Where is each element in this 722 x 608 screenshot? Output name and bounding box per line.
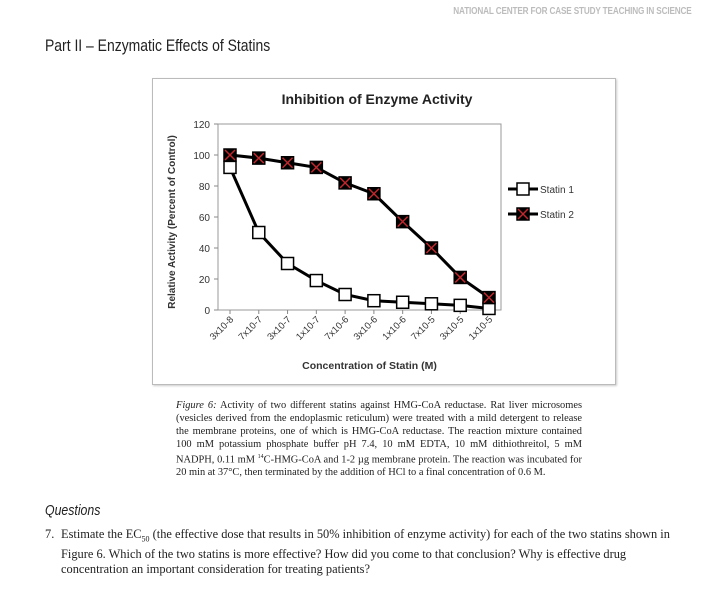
- y-tick-label: 20: [199, 275, 211, 286]
- question-text-2: (the effective dose that results in 50% …: [61, 527, 670, 577]
- x-tick-label: 7x10-7: [237, 314, 265, 342]
- data-point-series-2-x: [339, 177, 351, 189]
- legend-marker-2-x: [517, 208, 529, 220]
- caption-text: Activity of two different statins agains…: [176, 400, 582, 466]
- y-tick-label: 0: [204, 306, 210, 317]
- questions-heading: Questions: [45, 502, 101, 519]
- data-point-series-1: [252, 225, 266, 240]
- x-axis-title: Concentration of Statin (M): [302, 360, 437, 372]
- section-title: Part II – Enzymatic Effects of Statins: [45, 36, 271, 55]
- data-point-series-2-x: [253, 152, 265, 164]
- y-tick-label: 80: [199, 182, 211, 193]
- chart: Inhibition of Enzyme Activity 0 20 40 60 80 10…: [152, 78, 616, 385]
- x-tick-label: 3x10-8: [208, 314, 236, 342]
- data-point-series-2-x: [368, 188, 380, 200]
- legend-marker-1: [516, 182, 530, 196]
- publisher-banner: NATIONAL CENTER FOR CASE STUDY TEACHING …: [453, 6, 692, 17]
- y-tick-label: 60: [199, 213, 211, 224]
- x-tick-label: 3x10-6: [352, 314, 380, 342]
- data-point-series-2-x: [310, 161, 322, 173]
- data-point-series-2-x: [282, 157, 294, 169]
- data-point-series-1: [309, 273, 324, 288]
- data-point-series-1: [280, 256, 295, 271]
- chart-title: Inhibition of Enzyme Activity: [282, 91, 473, 107]
- x-tick-label: 1x10-5: [467, 314, 495, 342]
- line-chart: Inhibition of Enzyme Activity 0 20 40 60 80 10…: [167, 91, 574, 372]
- data-point-series-2-x: [454, 271, 466, 283]
- series-line-1: [228, 166, 490, 310]
- question-7: 7. Estimate the EC50 (the effective dose …: [45, 527, 685, 578]
- data-point-series-2-x: [397, 216, 409, 228]
- x-tick-label: 7x10-5: [409, 314, 437, 342]
- x-tick-label: 7x10-6: [323, 314, 351, 342]
- legend-label-1: Statin 1: [540, 185, 574, 196]
- y-tick-label: 100: [193, 151, 210, 162]
- y-axis-title: Relative Activity (Percent of Control): [167, 135, 178, 309]
- data-point-series-2-x: [483, 292, 495, 304]
- data-point-series-2-x: [224, 149, 236, 161]
- question-sub: 50: [141, 534, 150, 544]
- x-tick-label: 1x10-6: [380, 314, 408, 342]
- data-point-series-1: [424, 297, 439, 311]
- data-point-series-1: [367, 293, 381, 308]
- question-number: 7.: [45, 527, 55, 541]
- figure-caption: Figure 6: Activity of two different stat…: [176, 399, 582, 479]
- x-tick-label: 3x10-5: [438, 314, 466, 342]
- caption-text-2: C-HMG-CoA and 1-2 µg membrane protein. T…: [176, 454, 582, 479]
- caption-sup: 14: [257, 454, 264, 460]
- x-tick-label: 1x10-7: [294, 314, 322, 342]
- data-point-series-2-x: [425, 242, 437, 254]
- data-point-series-1: [453, 298, 467, 313]
- question-text: Estimate the EC: [61, 527, 142, 541]
- x-tick-label: 3x10-7: [265, 314, 293, 342]
- y-tick-label: 120: [193, 120, 210, 131]
- legend-label-2: Statin 2: [540, 210, 574, 221]
- y-tick-label: 40: [199, 244, 211, 255]
- data-point-series-1: [395, 295, 410, 309]
- caption-label: Figure 6:: [176, 400, 217, 411]
- data-point-series-1: [338, 287, 352, 302]
- data-point-series-1: [223, 160, 237, 175]
- series-line-2: [229, 153, 490, 299]
